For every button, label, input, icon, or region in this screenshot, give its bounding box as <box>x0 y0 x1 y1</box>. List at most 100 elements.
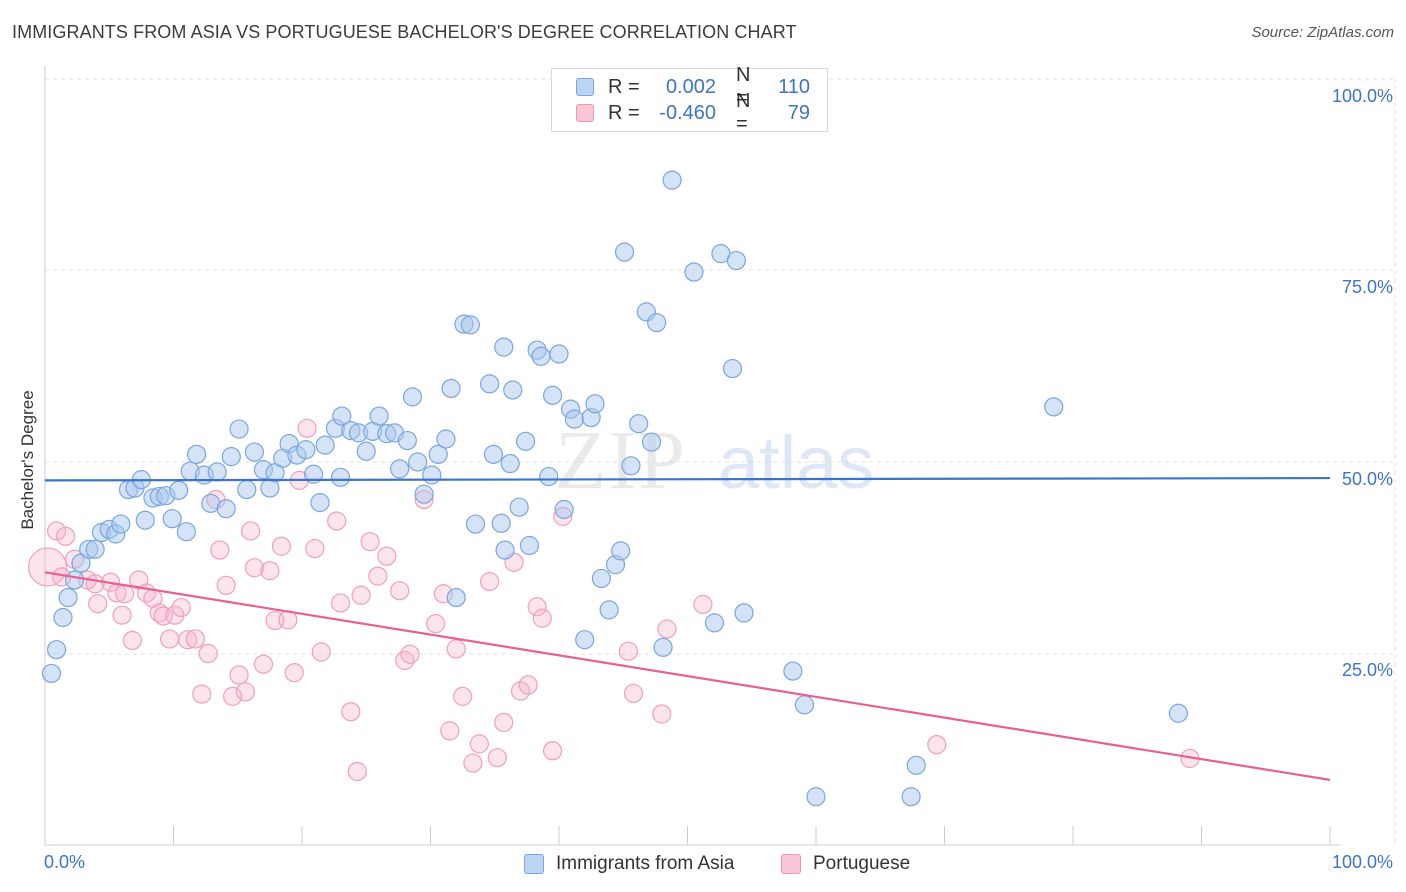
portuguese-point <box>351 585 371 605</box>
portuguese-point <box>216 575 236 595</box>
y-tick-label: 75.0% <box>1341 277 1393 297</box>
x-tick-min: 0.0% <box>44 852 86 872</box>
asia-point <box>446 587 466 608</box>
portuguese-point <box>198 643 218 664</box>
asia-point <box>542 385 563 405</box>
asia-point <box>176 522 196 542</box>
asia-point <box>315 435 335 455</box>
portuguese-point <box>229 665 249 685</box>
portuguese-point <box>446 639 466 659</box>
portuguese-point <box>192 684 212 704</box>
portuguese-point <box>305 538 325 559</box>
asia-point <box>503 380 523 400</box>
asia-point <box>310 492 330 513</box>
asia-point <box>621 456 641 476</box>
asia-point <box>441 378 461 399</box>
asia-point <box>41 663 62 684</box>
asia-point <box>575 630 595 650</box>
portuguese-point <box>122 630 142 651</box>
asia-swatch <box>524 854 544 874</box>
asia-point <box>169 480 189 500</box>
asia-point <box>647 312 667 333</box>
asia-point <box>519 535 540 556</box>
portuguese-point <box>510 681 531 701</box>
legend-r-label: R = <box>608 75 640 98</box>
portuguese-point <box>527 597 547 617</box>
portuguese-point <box>693 594 713 615</box>
asia-point <box>356 441 376 461</box>
asia-point <box>162 509 182 529</box>
asia-swatch <box>576 78 594 96</box>
legend: R = 0.002 N = 110 R = -0.460 N = 79 <box>551 64 828 135</box>
asia-point <box>783 661 803 681</box>
asia-points <box>41 170 1188 807</box>
portuguese-point <box>341 702 361 722</box>
legend-r-label: R = <box>608 101 640 124</box>
asia-point <box>901 787 921 807</box>
asia-point <box>408 452 428 472</box>
asia-point <box>187 444 207 464</box>
bottom-legend-asia-label: Immigrants from Asia <box>556 853 735 874</box>
asia-point <box>614 242 635 262</box>
portuguese-swatch <box>781 854 801 874</box>
y-tick-label: 25.0% <box>1341 660 1393 680</box>
asia-point <box>539 466 559 487</box>
portuguese-point <box>368 566 388 586</box>
portuguese-point <box>260 561 280 581</box>
portuguese-point <box>463 753 483 773</box>
asia-point <box>653 637 673 657</box>
legend-row-portuguese: R = -0.460 N = 79 <box>576 90 810 135</box>
portuguese-point <box>426 614 446 634</box>
portuguese-point <box>657 619 677 639</box>
asia-point <box>58 587 78 608</box>
axes <box>44 66 1340 846</box>
legend-r-value: -0.460 <box>659 101 716 124</box>
portuguese-point <box>927 735 947 755</box>
asia-point <box>564 409 585 429</box>
legend-n-value: 110 <box>778 75 810 98</box>
asia-point <box>794 695 815 715</box>
portuguese-point <box>327 511 347 531</box>
asia-point <box>85 539 105 559</box>
asia-trend-line <box>44 476 1331 482</box>
portuguese-point <box>542 741 563 761</box>
bottom-legend-portuguese: Portuguese <box>781 852 910 876</box>
asia-point <box>390 459 410 479</box>
portuguese-point <box>271 536 292 556</box>
portuguese-point <box>440 721 460 741</box>
portuguese-point <box>160 629 180 649</box>
portuguese-point <box>297 418 317 438</box>
asia-point <box>64 570 85 590</box>
bottom-legend-asia: Immigrants from Asia <box>524 852 734 876</box>
portuguese-point <box>618 641 638 661</box>
asia-point <box>369 406 389 426</box>
asia-point <box>494 337 514 357</box>
portuguese-point <box>115 584 135 604</box>
portuguese-point <box>652 704 672 724</box>
asia-point <box>491 513 511 533</box>
asia-point <box>515 431 536 451</box>
portuguese-point <box>165 605 185 625</box>
asia-point <box>704 613 725 633</box>
watermark: ZIP atlas <box>555 414 874 507</box>
source-label: Source: ZipAtlas.com <box>1251 24 1394 41</box>
asia-point <box>221 447 241 467</box>
portuguese-point <box>360 532 380 552</box>
portuguese-point <box>241 521 261 541</box>
asia-point <box>549 344 569 364</box>
portuguese-point <box>347 761 367 782</box>
asia-point <box>244 442 265 462</box>
asia-point <box>641 432 662 452</box>
portuguese-point <box>171 597 191 618</box>
legend-row-asia: R = 0.002 N = 110 <box>576 64 810 109</box>
asia-point <box>296 440 316 460</box>
asia-point <box>465 514 486 534</box>
asia-point <box>629 414 649 434</box>
portuguese-swatch <box>576 104 594 122</box>
asia-point <box>436 429 456 449</box>
asia-point <box>1044 397 1064 417</box>
portuguese-point <box>27 547 68 587</box>
portuguese-point <box>532 608 552 628</box>
asia-point <box>397 430 417 451</box>
asia-point <box>585 394 605 414</box>
